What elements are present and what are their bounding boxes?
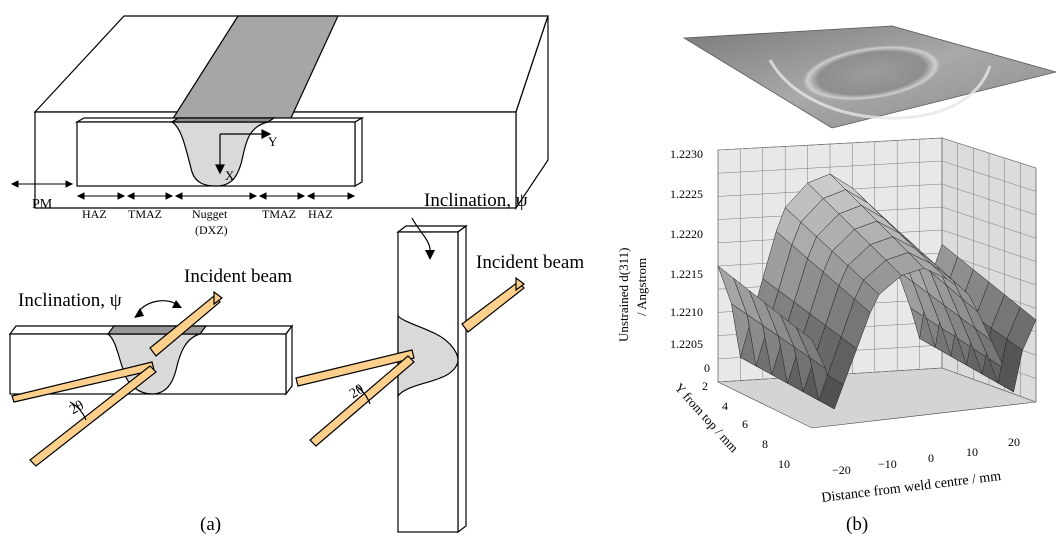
right-inclination-arrow [411,217,431,251]
x-tick: −20 [832,463,851,477]
right-diffracted-beam [295,349,415,387]
right-incident-beam-tail [309,355,415,447]
label-tmaz-right: TMAZ [262,207,296,221]
label-nugget: Nugget [192,207,228,221]
panel-b: 1.2230 1.2225 1.2220 1.2215 1.2210 1.220… [616,25,1056,535]
z-tick: 1.2220 [670,227,703,241]
left-nugget [106,333,201,395]
label-haz-right: HAZ [308,207,333,221]
right-incident-label: Incident beam [476,252,584,273]
x-tick: 20 [1008,435,1020,449]
projected-map [682,25,1056,129]
caption-b: (b) [846,514,868,535]
z-axis-label-1: Unstrained d(311) [616,248,631,342]
grid-line [941,160,1037,192]
y-ticks: 2 4 6 8 10 [702,379,790,471]
y-tick: 4 [722,399,728,413]
x-tick: 0 [928,451,934,465]
z-ticks: 1.2230 1.2225 1.2220 1.2215 1.2210 1.220… [670,147,710,375]
label-haz-left: HAZ [82,207,107,221]
y-tick: 6 [742,417,748,431]
left-incident-beam [149,295,221,357]
grid-line [717,137,943,151]
xy-axes [215,129,272,175]
z-tick: 1.2215 [670,267,703,281]
x-ticks: −20 −10 0 10 20 [832,435,1020,477]
axis-y-label: Y [268,134,278,149]
z-tick: 1.2205 [670,337,703,351]
y-tick: 2 [702,379,708,393]
z-tick: 1.2225 [670,187,703,201]
zone-arrows [10,180,356,200]
z-tick: 0 [704,361,710,375]
caption-a: (a) [200,514,221,535]
z-tick: 1.2230 [670,147,703,161]
x-tick: 10 [966,445,978,459]
grid-line [717,160,943,174]
z-axis-label-2: / Angstrom [634,258,649,316]
left-inclination-label: Inclination, ψ [18,290,122,311]
y-tick: 10 [778,457,790,471]
grid-line [941,206,1037,239]
label-tmaz-left: TMAZ [128,207,162,221]
right-setup [295,224,525,534]
right-inclination-label: Inclination, ψ [424,190,528,211]
panel-a: Y X PM HAZ TMAZ Nugget (DXZ) TMAZ HAZ [8,15,584,535]
grid-line [941,229,1037,262]
right-nugget [397,314,459,398]
label-dxz: (DXZ) [195,223,228,237]
grid-line [941,137,1037,169]
surface-plot [717,173,1037,410]
grid-line [941,367,1037,403]
left-incident-beam-tail [29,365,157,467]
y-tick: 8 [762,437,768,451]
grid-line [941,183,1037,216]
z-tick: 1.2210 [670,305,703,319]
left-incident-label: Incident beam [184,266,292,287]
left-setup [8,290,294,467]
label-pm: PM [32,197,53,212]
left-inclination-arrow [137,300,177,313]
weld-plate-block [33,15,549,210]
x-tick: −10 [878,457,897,471]
surface-facet [1006,306,1037,351]
right-incident-beam [461,281,525,333]
axis-x-label: X [225,168,235,183]
